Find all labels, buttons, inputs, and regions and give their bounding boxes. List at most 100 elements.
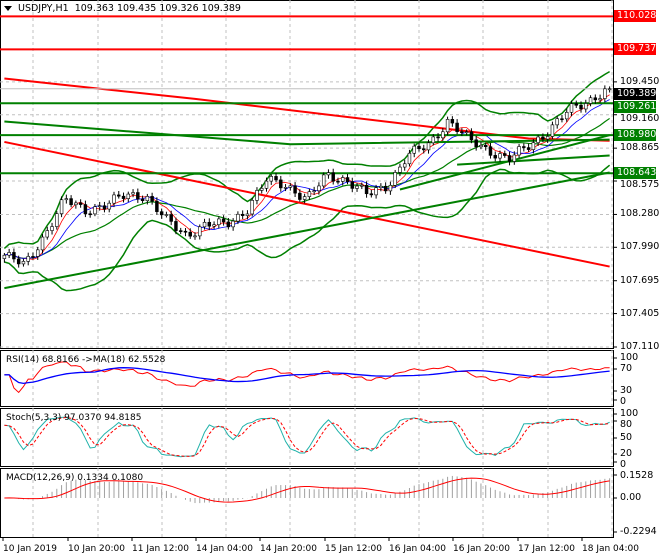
candle bbox=[336, 180, 340, 183]
y-tick-label: 0 bbox=[620, 396, 627, 407]
candle bbox=[64, 198, 69, 201]
chart-title: USDJPY,H1 109.363 109.435 109.326 109.38… bbox=[4, 3, 241, 14]
candle bbox=[469, 131, 474, 141]
candle bbox=[298, 192, 302, 200]
candle bbox=[269, 176, 273, 182]
candle bbox=[369, 193, 374, 196]
x-tick-label: 16 Jan 20:00 bbox=[453, 544, 510, 554]
x-tick-label: 14 Jan 04:00 bbox=[196, 544, 253, 554]
candle bbox=[398, 166, 402, 173]
candle bbox=[379, 185, 383, 189]
y-tick-label: 107.695 bbox=[620, 274, 660, 286]
trendline-red bbox=[4, 77, 610, 142]
level-label-resistance: 110.028 bbox=[614, 10, 656, 23]
candle bbox=[279, 179, 283, 189]
triangle-down-icon[interactable] bbox=[4, 6, 12, 11]
y-tick-label: 108.280 bbox=[620, 208, 660, 220]
candle bbox=[350, 181, 355, 189]
y-tick-label: 80 bbox=[620, 419, 633, 430]
candle bbox=[198, 226, 202, 237]
candle bbox=[164, 214, 169, 216]
candle bbox=[331, 172, 335, 182]
y-tick-label: 30 bbox=[620, 385, 633, 396]
level-label-support: 108.643 bbox=[614, 167, 656, 180]
candle bbox=[178, 230, 183, 232]
y-tick-label: 100 bbox=[620, 352, 639, 363]
candle bbox=[55, 213, 59, 227]
y-tick-label: 107.110 bbox=[620, 341, 660, 352]
candle bbox=[474, 139, 478, 148]
candle bbox=[593, 97, 598, 101]
candle bbox=[97, 205, 102, 208]
candle bbox=[588, 97, 593, 104]
candle bbox=[136, 192, 140, 200]
x-tick-label: 17 Jan 12:00 bbox=[518, 544, 575, 554]
candle bbox=[312, 190, 316, 193]
stoch-main-line bbox=[4, 416, 610, 458]
candle bbox=[93, 206, 97, 215]
candle bbox=[202, 221, 207, 228]
candle bbox=[40, 236, 45, 251]
rsi-line bbox=[4, 361, 610, 394]
candle bbox=[236, 213, 240, 222]
y-tick-label: 109.160 bbox=[620, 112, 660, 124]
candle bbox=[574, 103, 578, 106]
stoch-title: Stoch(5,3,3) 97.0370 94.8185 bbox=[6, 413, 142, 423]
candle bbox=[579, 104, 583, 110]
candle bbox=[217, 218, 221, 226]
level-label-support: 108.980 bbox=[614, 129, 656, 142]
candle bbox=[207, 221, 212, 227]
candle bbox=[83, 204, 88, 215]
x-tick-label: 10 Jan 2019 bbox=[3, 544, 57, 554]
y-tick-label: 50 bbox=[620, 432, 633, 443]
ohlc-open: 109.363 bbox=[74, 3, 114, 14]
candle bbox=[407, 152, 412, 165]
candle bbox=[274, 176, 278, 181]
y-tick-label: 109.450 bbox=[620, 75, 660, 87]
candle bbox=[603, 88, 607, 99]
candle bbox=[541, 136, 545, 140]
candle bbox=[364, 184, 369, 195]
level-label-resistance: 109.737 bbox=[614, 43, 656, 56]
y-tick-label: 108.865 bbox=[620, 142, 660, 154]
candle bbox=[450, 119, 455, 124]
candle bbox=[445, 119, 450, 133]
candle bbox=[183, 230, 188, 233]
candle bbox=[150, 196, 154, 202]
candle bbox=[360, 184, 364, 187]
y-tick-label: 100 bbox=[620, 408, 639, 419]
candle bbox=[607, 88, 612, 91]
candle bbox=[193, 235, 197, 238]
candle bbox=[598, 98, 602, 101]
candle bbox=[483, 145, 488, 147]
candle bbox=[383, 185, 388, 192]
candle bbox=[422, 148, 426, 151]
candle bbox=[131, 192, 135, 195]
candle bbox=[78, 202, 83, 205]
x-tick-label: 16 Jan 04:00 bbox=[389, 544, 446, 554]
candle bbox=[74, 202, 78, 206]
bollinger-lower bbox=[4, 164, 611, 292]
x-tick-label: 11 Jan 12:00 bbox=[132, 544, 189, 554]
candle bbox=[550, 124, 555, 137]
candle bbox=[584, 103, 588, 110]
candle bbox=[69, 198, 73, 206]
candle bbox=[231, 220, 235, 228]
candle bbox=[402, 163, 407, 168]
y-tick-label: 20 bbox=[620, 448, 633, 459]
rsi-ma-line bbox=[4, 367, 610, 384]
candle bbox=[317, 185, 321, 192]
y-tick-label: 0.1528 bbox=[620, 470, 654, 481]
ma-slow bbox=[4, 99, 610, 259]
candle bbox=[50, 226, 54, 231]
stoch-signal-line bbox=[4, 417, 610, 457]
candle bbox=[498, 153, 502, 159]
candle bbox=[488, 146, 493, 156]
candle bbox=[464, 131, 469, 134]
candle bbox=[531, 142, 536, 150]
candle bbox=[493, 155, 497, 159]
x-tick-label: 18 Jan 04:00 bbox=[582, 544, 639, 554]
candle bbox=[436, 136, 440, 139]
y-tick-label: -0.2294 bbox=[620, 526, 657, 537]
